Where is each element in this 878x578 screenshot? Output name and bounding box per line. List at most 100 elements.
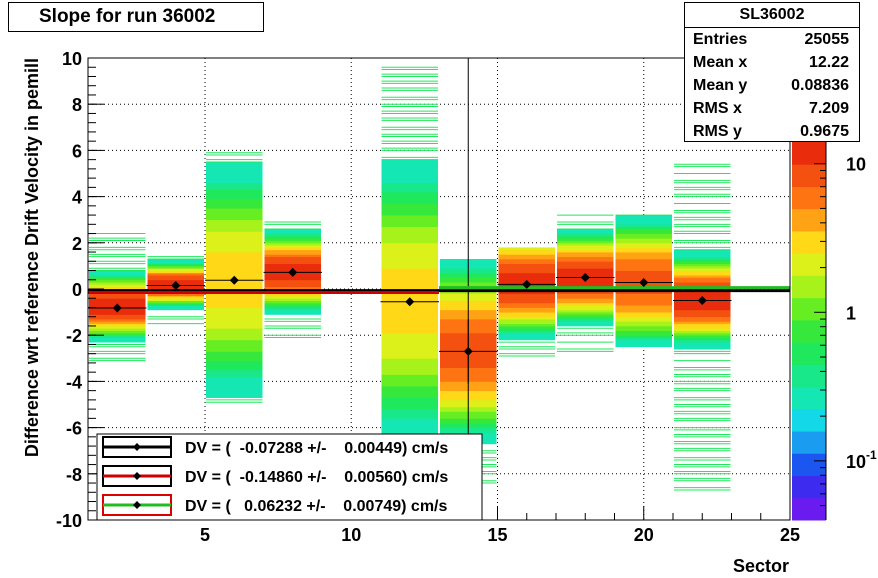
heatmap-cell (206, 242, 263, 246)
heatmap-cell (615, 316, 672, 320)
heatmap-cell (381, 420, 438, 424)
heatmap-cell (206, 346, 263, 350)
heatmap-cell (89, 337, 146, 341)
heatmap-cell (264, 305, 321, 308)
heatmap-cell (674, 282, 731, 285)
heatmap-cell (147, 298, 204, 301)
heatmap-cell (381, 369, 438, 373)
heatmap-cell (498, 307, 555, 311)
heatmap-cell (381, 187, 438, 191)
heatmap-cell (381, 235, 438, 239)
heatmap-cell (206, 312, 263, 315)
heatmap-cell (381, 388, 438, 392)
heatmap-cell (206, 309, 263, 313)
heatmap-cell (381, 182, 438, 186)
heatmap-cell (381, 185, 438, 188)
heatmap-cell (206, 351, 263, 355)
heatmap-cell (381, 328, 438, 331)
heatmap-cell (206, 226, 263, 230)
legend-label: DV = ( -0.07288 +/- 0.00449) cm/s (185, 440, 448, 457)
heatmap-cell (557, 300, 614, 304)
heatmap-cell (206, 185, 263, 188)
heatmap-cell (264, 307, 321, 311)
heatmap-cell (674, 258, 731, 262)
heatmap-cell (381, 381, 438, 385)
heatmap-cell (498, 302, 555, 306)
profile-marker (639, 278, 649, 288)
profile-marker (697, 296, 707, 306)
heatmap-cell (498, 312, 555, 315)
heatmap-cell (264, 231, 321, 234)
heatmap-cell (674, 328, 731, 331)
heatmap-cell (557, 302, 614, 306)
stats-row: Mean y 0.08836 (693, 77, 849, 94)
heatmap-cell (498, 249, 555, 253)
heatmap-cell (89, 321, 146, 325)
heatmap-cell (89, 300, 146, 304)
heatmap-cell (674, 305, 731, 308)
heatmap-cell (381, 205, 438, 209)
x-tick-label: 20 (634, 525, 654, 545)
heatmap-cell (381, 166, 438, 170)
heatmap-cell (381, 279, 438, 283)
profile-point (497, 279, 556, 289)
heatmap-cell (206, 305, 263, 308)
heatmap-cell (498, 328, 555, 331)
heatmap-cell (206, 376, 263, 380)
heatmap-cell (147, 261, 204, 264)
heatmap-cell (498, 293, 555, 297)
heatmap-cell (615, 265, 672, 269)
profile-marker (112, 303, 122, 313)
heatmap-cell (381, 242, 438, 246)
colorbar-segment (792, 230, 826, 254)
heatmap-cell (557, 235, 614, 239)
heatmap-cell (381, 222, 438, 225)
heatmap-cell (381, 219, 438, 223)
heatmap-cell (381, 416, 438, 419)
heatmap-cell (381, 411, 438, 415)
heatmap-cell (381, 332, 438, 336)
heatmap-cell (615, 258, 672, 262)
heatmap-cell (147, 295, 204, 299)
heatmap-cell (381, 346, 438, 350)
heatmap-cell (206, 217, 263, 221)
heatmap-cell (615, 312, 672, 315)
colorbar-segment (792, 142, 826, 165)
legend-label: DV = ( -0.14860 +/- 0.00560) cm/s (185, 469, 448, 486)
heatmap-cell (381, 293, 438, 297)
heatmap-cell (206, 240, 263, 244)
heatmap-cell (206, 332, 263, 336)
heatmap-cell (674, 254, 731, 258)
heatmap-cell (674, 277, 731, 281)
heatmap-cell (498, 268, 555, 271)
heatmap-cell (206, 254, 263, 258)
heatmap-cell (206, 203, 263, 207)
colorbar-segment (792, 186, 826, 210)
heatmap-cell (381, 404, 438, 408)
heatmap-cell (206, 286, 263, 290)
heatmap-cell (674, 309, 731, 313)
colorbar-label: 10-1 (846, 448, 877, 472)
heatmap-cell (557, 249, 614, 253)
heatmap-cell (381, 330, 438, 334)
heatmap-cell (615, 291, 672, 295)
heatmap-cell (206, 339, 263, 343)
heatmap-cell (206, 245, 263, 248)
heatmap-cell (206, 270, 263, 274)
heatmap-cell (89, 330, 146, 334)
heatmap-cell (381, 265, 438, 269)
heatmap-cell (206, 233, 263, 237)
heatmap-cell (206, 268, 263, 271)
heatmap-cell (557, 314, 614, 318)
heatmap-cell (381, 208, 438, 211)
heatmap-cell (557, 307, 614, 311)
heatmap-cell (674, 263, 731, 267)
heatmap-cell (615, 309, 672, 313)
colorbar: 10 1 10-1 (792, 142, 877, 521)
legend-label: DV = ( 0.06232 +/- 0.00749) cm/s (185, 498, 447, 515)
heatmap-cell (674, 337, 731, 341)
heatmap-cell (381, 168, 438, 172)
heatmap-cell (89, 328, 146, 331)
heatmap-cell (498, 335, 555, 338)
heatmap-cell (674, 279, 731, 283)
